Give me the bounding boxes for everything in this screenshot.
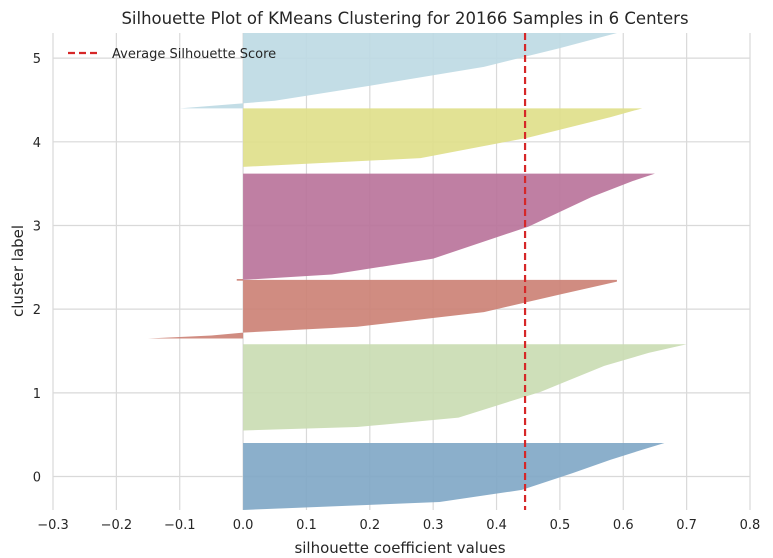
y-tick-labels: 0 1 2 3 4 5 xyxy=(33,52,41,485)
y-tick-label: 1 xyxy=(33,387,41,402)
x-tick-label: 0.7 xyxy=(676,518,697,533)
cluster-5-area xyxy=(179,33,617,109)
cluster-0-area xyxy=(243,443,665,510)
legend: Average Silhouette Score xyxy=(68,47,276,62)
x-tick-label: 0.6 xyxy=(613,518,634,533)
y-tick-label: 4 xyxy=(33,136,41,151)
x-tick-label: 0.4 xyxy=(486,518,507,533)
x-tick-label: −0.1 xyxy=(164,518,196,533)
plot-area xyxy=(53,33,750,510)
x-tick-labels: −0.3 −0.2 −0.1 0.0 0.1 0.2 0.3 0.4 0.5 0.6 0.7 0.8 xyxy=(37,518,760,533)
cluster-1-area xyxy=(243,344,687,431)
chart-title: Silhouette Plot of KMeans Clustering for… xyxy=(121,9,688,28)
y-axis-label: cluster label xyxy=(9,225,27,317)
cluster-2-area xyxy=(148,279,617,339)
x-tick-label: 0.0 xyxy=(233,518,254,533)
y-tick-label: 5 xyxy=(33,52,41,67)
x-tick-label: 0.5 xyxy=(550,518,571,533)
cluster-areas xyxy=(148,33,687,510)
cluster-3-area xyxy=(243,173,655,280)
y-tick-label: 0 xyxy=(33,471,41,486)
x-tick-label: 0.1 xyxy=(296,518,317,533)
cluster-4-area xyxy=(243,108,643,167)
x-tick-label: −0.3 xyxy=(37,518,69,533)
y-tick-label: 2 xyxy=(33,303,41,318)
x-tick-label: 0.3 xyxy=(423,518,444,533)
x-tick-label: 0.2 xyxy=(359,518,380,533)
x-tick-label: 0.8 xyxy=(740,518,761,533)
x-axis-label: silhouette coefficient values xyxy=(294,539,505,557)
legend-label-average-silhouette-score: Average Silhouette Score xyxy=(112,47,276,62)
y-tick-label: 3 xyxy=(33,219,41,234)
x-tick-label: −0.2 xyxy=(101,518,133,533)
